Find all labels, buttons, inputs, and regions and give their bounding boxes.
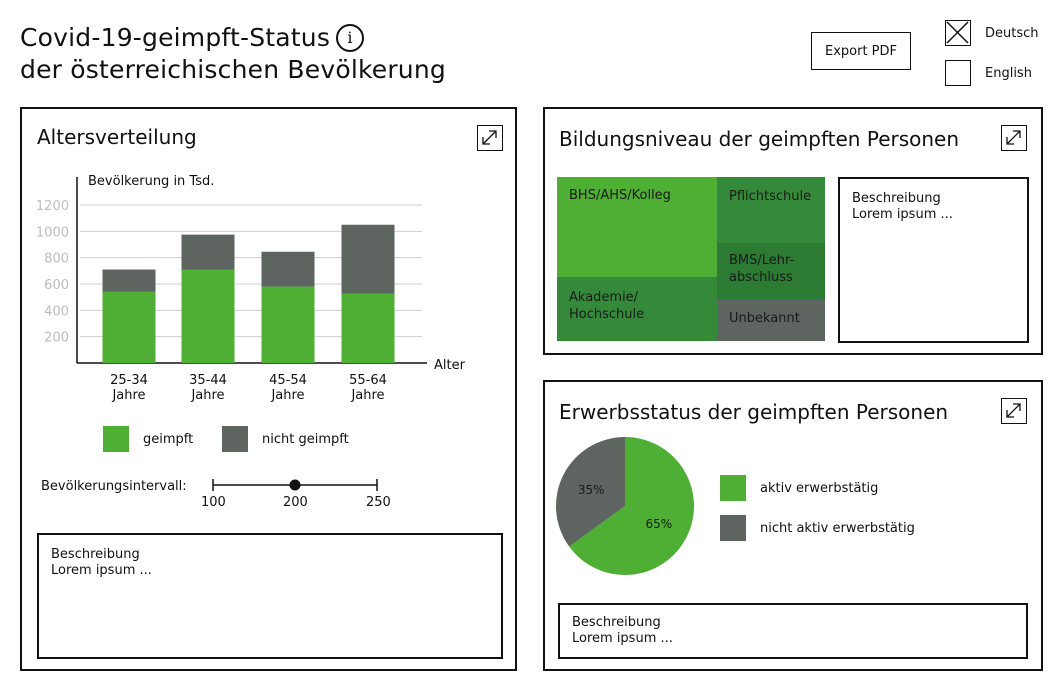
description-text: Lorem ipsum ... — [572, 631, 673, 646]
y-tick-label: 1000 — [36, 225, 69, 240]
expand-icon[interactable] — [1001, 125, 1027, 151]
bar-geimpft-55-64[interactable] — [341, 293, 395, 363]
pie-label: 65% — [645, 517, 672, 531]
education-treemap: BHS/AHS/Kolleg Pflichtschule BMS/Lehr- a… — [557, 177, 825, 341]
employment-description-box: Beschreibung Lorem ipsum ... — [558, 603, 1028, 659]
description-heading: Beschreibung — [51, 547, 140, 562]
y-tick-label: 1200 — [36, 199, 69, 214]
employment-pie-chart: 65% 35% — [556, 437, 694, 575]
expand-icon[interactable] — [1001, 398, 1027, 424]
legend-nicht-aktiv: nicht aktiv erwerbstätig — [720, 515, 915, 541]
bar-nicht-geimpft-25-34[interactable] — [102, 269, 156, 292]
age-description-box: Beschreibung Lorem ipsum ... — [37, 533, 503, 659]
description-text: Lorem ipsum ... — [852, 207, 953, 222]
description-heading: Beschreibung — [852, 191, 941, 206]
x-axis-label: Alter — [434, 358, 466, 373]
x-tick-label: 55-64 — [349, 373, 387, 388]
x-tick-label: 25-34 — [110, 373, 148, 388]
slider-label: Bevölkerungsintervall: — [41, 479, 187, 494]
legend-swatch-aktiv — [720, 475, 746, 501]
language-option-deutsch[interactable]: Deutsch — [945, 20, 1039, 46]
deutsch-checkbox[interactable] — [945, 20, 971, 46]
language-option-english[interactable]: English — [945, 60, 1032, 86]
treemap-cell-unbekannt[interactable]: Unbekannt — [717, 299, 825, 341]
y-tick-label: 400 — [44, 304, 69, 319]
age-bar-chart: Bevölkerung in Tsd. Alter 200 400 600 800 10… — [36, 174, 466, 403]
expand-icon[interactable] — [477, 125, 503, 151]
legend-label-geimpft: geimpft — [143, 431, 194, 447]
bar-nicht-geimpft-45-54[interactable] — [261, 251, 315, 287]
english-checkbox[interactable] — [945, 60, 971, 86]
slider-tick-200: 200 — [283, 495, 308, 510]
y-tick-label: 800 — [44, 252, 69, 267]
deutsch-label: Deutsch — [985, 25, 1039, 41]
education-panel: Bildungsniveau der geimpften Personen BH… — [543, 107, 1043, 355]
legend-swatch-geimpft — [103, 426, 129, 452]
employment-panel-title: Erwerbsstatus der geimpften Personen — [559, 400, 949, 424]
y-axis-label: Bevölkerung in Tsd. — [88, 174, 214, 189]
export-pdf-button[interactable]: Export PDF — [811, 32, 911, 70]
slider-tick-250: 250 — [366, 495, 391, 510]
treemap-cell-pflichtschule[interactable]: Pflichtschule — [717, 177, 825, 243]
age-distribution-panel: Altersverteilung Bevölkerung in Tsd. Alt… — [20, 107, 517, 671]
pie-label: 35% — [578, 483, 605, 497]
bar-nicht-geimpft-35-44[interactable] — [181, 234, 235, 270]
bar-geimpft-25-34[interactable] — [102, 291, 156, 363]
x-tick-label: Jahre — [350, 388, 384, 403]
y-tick-label: 200 — [44, 331, 69, 346]
treemap-cell-bhs-ahs-kolleg[interactable]: BHS/AHS/Kolleg — [557, 177, 717, 277]
bar-geimpft-35-44[interactable] — [181, 269, 235, 363]
legend-label-nicht-geimpft: nicht geimpft — [262, 431, 349, 447]
education-description-box: Beschreibung Lorem ipsum ... — [838, 177, 1029, 343]
treemap-cell-akademie-hochschule[interactable]: Akademie/ Hochschule — [557, 277, 717, 341]
x-tick-label: 35-44 — [189, 373, 227, 388]
employment-panel: Erwerbsstatus der geimpften Personen 65%… — [543, 380, 1043, 671]
bar-geimpft-45-54[interactable] — [261, 286, 315, 363]
description-text: Lorem ipsum ... — [51, 563, 152, 578]
title-line-2: der österreichischen Bevölkerung — [20, 55, 446, 84]
pie-slice-nicht-aktiv[interactable] — [556, 437, 625, 547]
legend-swatch-nicht-geimpft — [222, 426, 248, 452]
info-icon[interactable]: i — [336, 24, 365, 52]
education-panel-title: Bildungsniveau der geimpften Personen — [559, 127, 960, 151]
description-heading: Beschreibung — [572, 615, 661, 630]
title-line-1: Covid-19-geimpft-Status — [20, 23, 331, 52]
legend-label-nicht-aktiv: nicht aktiv erwerbstätig — [760, 520, 915, 536]
x-tick-label: Jahre — [190, 388, 224, 403]
slider-tick-100: 100 — [201, 495, 226, 510]
legend-swatch-nicht-aktiv — [720, 515, 746, 541]
treemap-cell-bms-lehrabschluss[interactable]: BMS/Lehr- abschluss — [717, 243, 825, 299]
x-tick-label: 45-54 — [269, 373, 307, 388]
x-tick-label: Jahre — [270, 388, 304, 403]
slider-handle[interactable] — [289, 479, 301, 491]
english-label: English — [985, 65, 1032, 81]
age-panel-title: Altersverteilung — [37, 125, 197, 149]
y-tick-label: 600 — [44, 278, 69, 293]
x-tick-label: Jahre — [111, 388, 145, 403]
bar-nicht-geimpft-55-64[interactable] — [341, 224, 395, 294]
legend-nicht-geimpft: nicht geimpft — [222, 426, 349, 452]
checkmark-x-icon — [946, 21, 969, 44]
legend-geimpft: geimpft — [103, 426, 193, 452]
population-interval-slider[interactable] — [207, 475, 387, 495]
legend-label-aktiv: aktiv erwerbstätig — [760, 480, 879, 496]
pie-slice-aktiv[interactable] — [569, 437, 694, 575]
page-title: Covid-19-geimpft-Status i der österreichi… — [20, 22, 446, 86]
legend-aktiv: aktiv erwerbstätig — [720, 475, 878, 501]
